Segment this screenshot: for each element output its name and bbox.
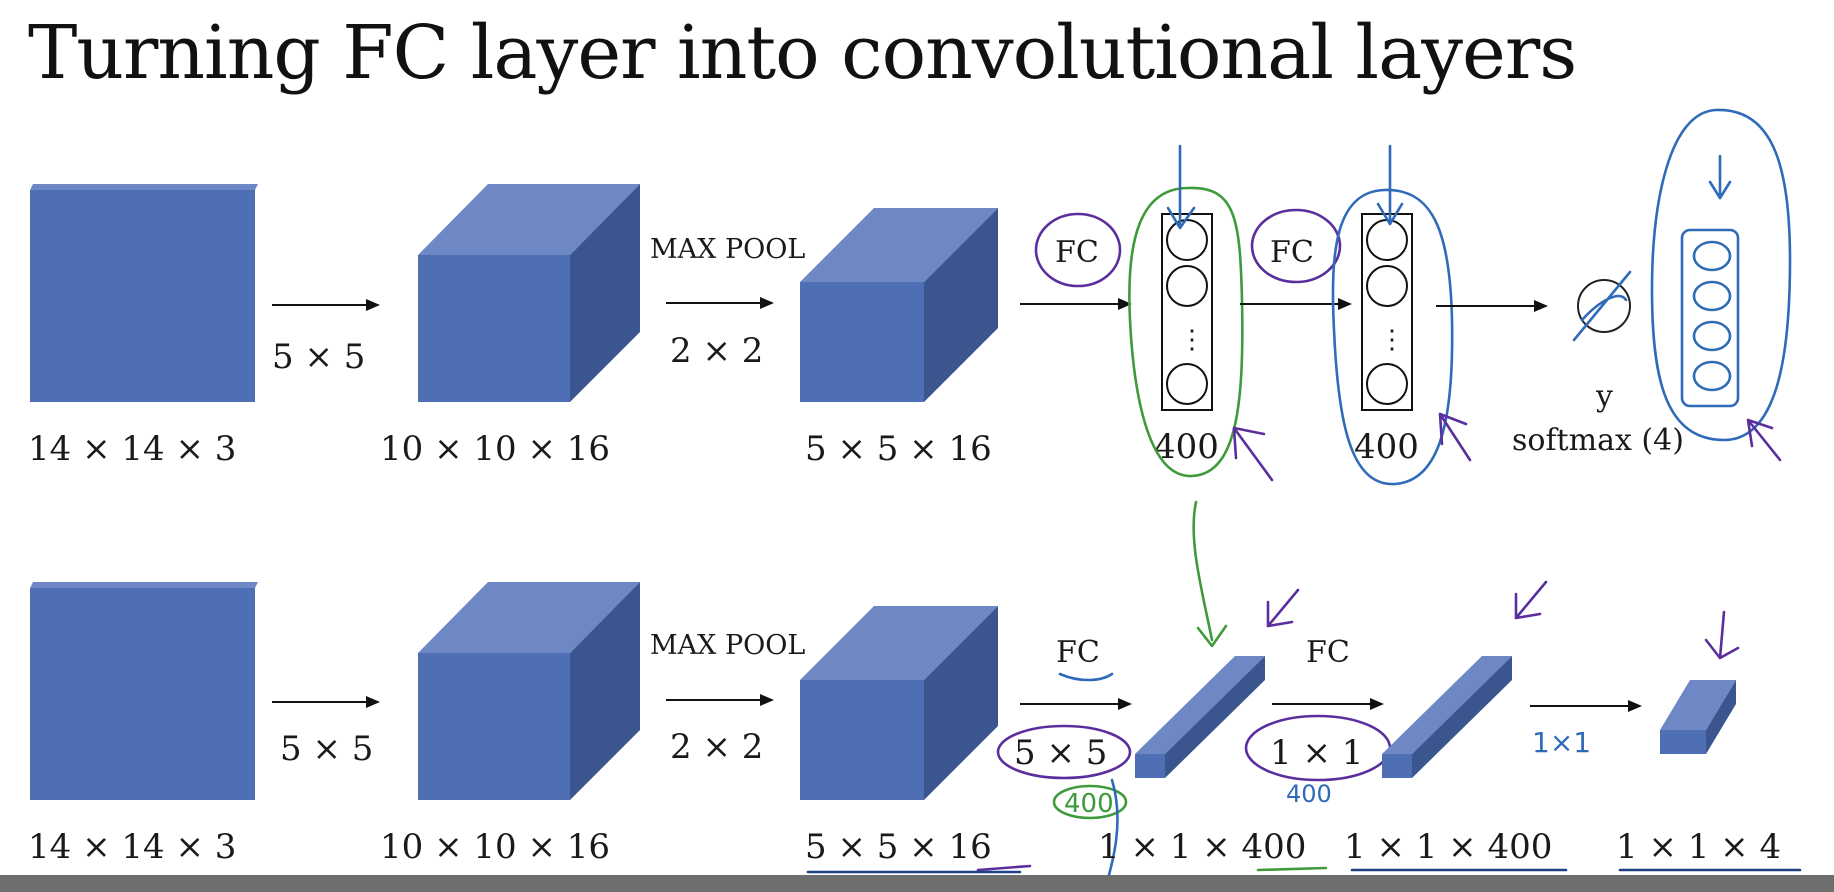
bottom-conv-output-label: 10 × 10 × 16 — [380, 827, 610, 867]
bottom-final-output-label: 1 × 1 × 4 — [1616, 827, 1781, 867]
bottom-final-block — [1660, 680, 1736, 754]
top-fc2-units-label: 400 — [1354, 427, 1419, 467]
fc1-up-arrow-annotation — [1232, 426, 1274, 482]
video-control-bar[interactable] — [0, 875, 1834, 892]
top-fc1-label: FC — [1055, 235, 1099, 270]
fc2-circle-annotation — [1250, 208, 1342, 284]
top-fc1-ellipsis: ⋮ — [1179, 325, 1205, 355]
top-output-symbol: y — [1595, 379, 1613, 414]
pool-depth-underline-annotation — [976, 864, 1032, 872]
green-connector-annotation — [1192, 500, 1228, 648]
bottom-pool-volume — [800, 606, 998, 800]
output-up-arrow-annotation — [1746, 418, 1782, 462]
fc1-circle-annotation — [1034, 212, 1122, 288]
fc2-up-arrow-annotation — [1438, 412, 1472, 462]
top-fc1-neurons — [1161, 213, 1213, 411]
top-fc2-neurons — [1361, 213, 1413, 411]
bottom-fc2-label: FC — [1306, 635, 1350, 670]
output-blue-loop-annotation — [1650, 108, 1792, 442]
fc1-output-underline-annotation — [1256, 866, 1328, 872]
bottom-pool-size-label: 2 × 2 — [670, 727, 763, 767]
bottom-fc1-underline-annotation — [1058, 672, 1114, 682]
output-node-strike-annotation — [1572, 270, 1632, 342]
slide-title: Turning FC layer into convolutional laye… — [28, 10, 1577, 96]
fc1-filter-count-circle-annotation — [1052, 784, 1128, 820]
final-filter-note: 1×1 — [1532, 726, 1591, 759]
fc1-green-loop-annotation — [1128, 186, 1244, 478]
output-down-arrow-annotation — [1708, 154, 1732, 200]
top-pool-volume — [800, 208, 998, 402]
bottom-input-size-label: 14 × 14 × 3 — [28, 827, 236, 867]
top-output-activation: softmax (4) — [1512, 423, 1684, 458]
bottom-fc1-label: FC — [1056, 635, 1100, 670]
output-node-crossed — [1577, 279, 1631, 333]
fc2-filter-count-note: 400 — [1286, 780, 1332, 808]
bottom-fc1-filter-label: 5 × 5 — [1014, 733, 1107, 773]
top-fc2-label: FC — [1270, 235, 1314, 270]
top-input-size-label: 14 × 14 × 3 — [28, 429, 236, 469]
top-row: 14 × 14 × 3 5 × 5 10 × 10 × 16 MAX POOL … — [28, 108, 1792, 486]
fc1-filter-count-note: 400 — [1064, 789, 1114, 819]
bottom-fc2-filter-label: 1 × 1 — [1270, 733, 1363, 773]
fc1-down-arrow-annotation — [1166, 144, 1196, 230]
slab2-arrow-annotation — [1514, 580, 1548, 620]
slab1-arrow-annotation — [1266, 588, 1300, 628]
top-conv-filter-label: 5 × 5 — [272, 337, 365, 377]
fc1-filter-circle-annotation — [996, 724, 1132, 780]
fc2-down-arrow-annotation — [1376, 144, 1404, 226]
bottom-pool-op-label: MAX POOL — [650, 630, 805, 661]
bottom-fc1-output-label: 1 × 1 × 400 — [1098, 827, 1306, 867]
bottom-fc1-slab — [1135, 656, 1265, 778]
bottom-pool-output-label: 5 × 5 × 16 — [805, 827, 992, 867]
top-pool-output-label: 5 × 5 × 16 — [805, 429, 992, 469]
top-fc1-units-label: 400 — [1154, 427, 1219, 467]
bottom-row: 14 × 14 × 3 5 × 5 10 × 10 × 16 MAX POOL … — [28, 580, 1802, 892]
output-units-ovals-annotation — [1692, 240, 1732, 392]
fc2-blue-loop-annotation — [1331, 188, 1454, 486]
bottom-fc2-slab — [1382, 656, 1512, 778]
top-conv-output-label: 10 × 10 × 16 — [380, 429, 610, 469]
output-units-box-annotation — [1680, 228, 1740, 408]
bottom-conv-filter-label: 5 × 5 — [280, 729, 373, 769]
bottom-fc2-output-label: 1 × 1 × 400 — [1344, 827, 1552, 867]
final-arrow-annotation — [1704, 610, 1740, 660]
top-input-volume — [30, 184, 258, 402]
top-pool-op-label: MAX POOL — [650, 234, 805, 265]
top-pool-size-label: 2 × 2 — [670, 331, 763, 371]
top-fc2-ellipsis: ⋮ — [1379, 325, 1405, 355]
bottom-input-volume — [30, 582, 258, 800]
top-conv-volume — [418, 184, 640, 402]
bottom-conv-volume — [418, 582, 640, 800]
